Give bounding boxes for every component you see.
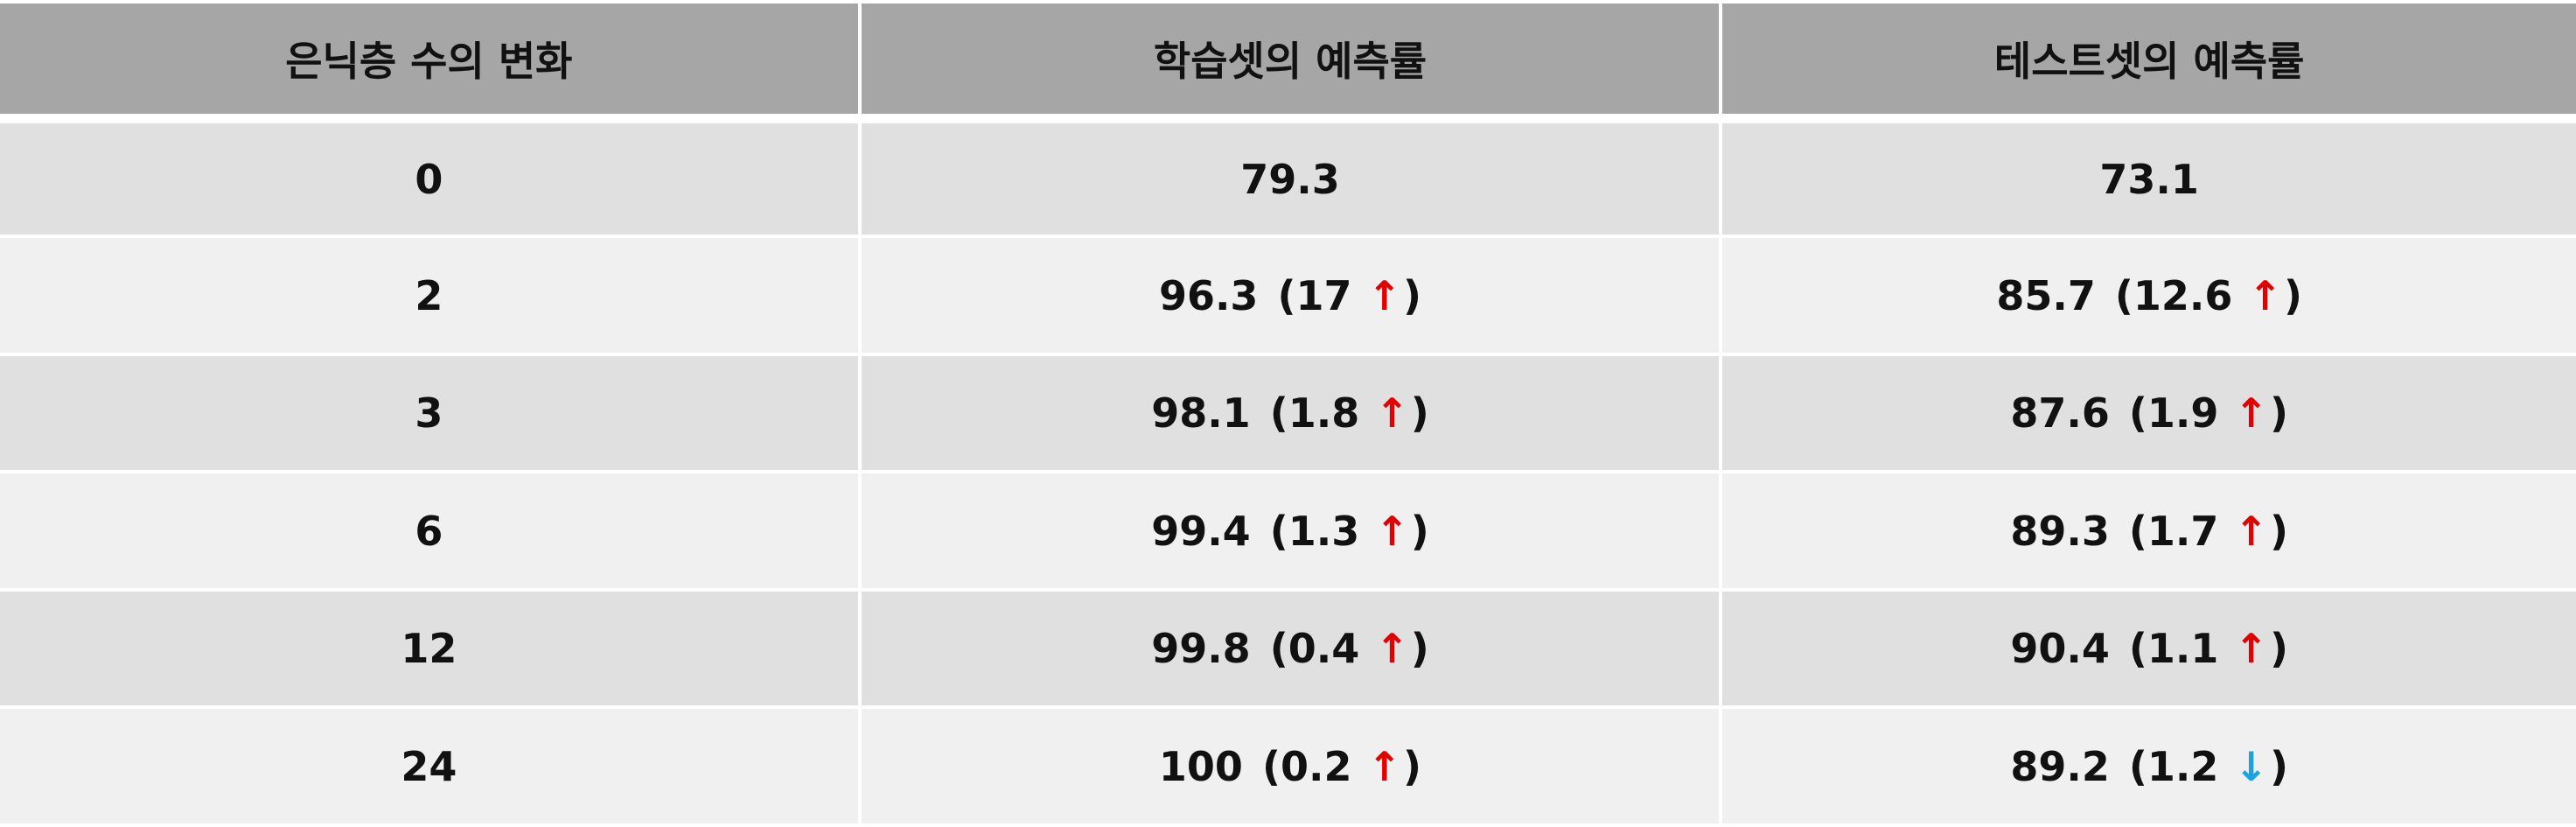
test-cell: 73.1: [1722, 123, 2576, 235]
table-row: 24 100 (0.2 ↑) 89.2 (1.2 ↓): [0, 709, 2576, 823]
train-value: 79.3: [1240, 155, 1340, 203]
test-value: 73.1: [2099, 155, 2199, 203]
layers-value: 12: [401, 625, 457, 672]
up-arrow-icon: ↑: [2234, 625, 2268, 672]
table-row: 2 96.3 (17 ↑) 85.7 (12.6 ↑): [0, 238, 2576, 353]
header-train-accuracy: 학습셋의 예측률: [861, 4, 1720, 114]
train-cell: 98.1 (1.8 ↑): [861, 356, 1720, 470]
train-cell: 99.8 (0.4 ↑): [861, 592, 1720, 705]
up-arrow-icon: ↑: [1375, 389, 1409, 437]
test-value: 89.3: [2010, 507, 2110, 555]
layers-cell: 3: [0, 356, 858, 470]
layers-cell: 2: [0, 238, 858, 353]
layers-cell: 12: [0, 592, 858, 705]
up-arrow-icon: ↑: [1375, 507, 1409, 555]
test-cell: 90.4 (1.1 ↑): [1722, 592, 2576, 705]
train-delta: (17 ↑): [1277, 271, 1422, 319]
test-value: 87.6: [2010, 389, 2110, 437]
up-arrow-icon: ↑: [2234, 507, 2268, 555]
train-cell: 96.3 (17 ↑): [861, 238, 1720, 353]
header-test-accuracy: 테스트셋의 예측률: [1722, 4, 2576, 114]
test-delta: (1.2 ↓): [2128, 742, 2288, 790]
table-row: 6 99.4 (1.3 ↑) 89.3 (1.7 ↑): [0, 473, 2576, 588]
test-delta: (12.6 ↑): [2114, 271, 2302, 319]
test-cell: 87.6 (1.9 ↑): [1722, 356, 2576, 470]
test-cell: 89.3 (1.7 ↑): [1722, 473, 2576, 588]
test-delta: (1.9 ↑): [2128, 389, 2288, 437]
layers-value: 2: [415, 271, 443, 319]
train-value: 96.3: [1158, 271, 1259, 319]
up-arrow-icon: ↑: [1375, 625, 1409, 672]
train-delta: (1.3 ↑): [1269, 507, 1429, 555]
test-value: 90.4: [2010, 625, 2110, 672]
test-cell: 89.2 (1.2 ↓): [1722, 709, 2576, 823]
train-delta: (0.4 ↑): [1269, 625, 1429, 672]
train-cell: 99.4 (1.3 ↑): [861, 473, 1720, 588]
up-arrow-icon: ↑: [2234, 389, 2268, 437]
layers-value: 3: [415, 389, 443, 437]
up-arrow-icon: ↑: [1367, 271, 1402, 319]
train-delta: (0.2 ↑): [1261, 742, 1422, 790]
table-row: 12 99.8 (0.4 ↑) 90.4 (1.1 ↑): [0, 592, 2576, 705]
test-delta: (1.1 ↑): [2128, 625, 2288, 672]
header-hidden-layers: 은닉층 수의 변화: [0, 4, 858, 114]
train-delta: (1.8 ↑): [1269, 389, 1429, 437]
layers-cell: 6: [0, 473, 858, 588]
layers-value: 6: [415, 507, 443, 555]
table-row: 3 98.1 (1.8 ↑) 87.6 (1.9 ↑): [0, 356, 2576, 470]
table-row: 0 79.3 73.1: [0, 123, 2576, 235]
train-value: 99.8: [1151, 625, 1251, 672]
layers-value: 0: [415, 155, 443, 203]
train-value: 99.4: [1151, 507, 1251, 555]
train-cell: 100 (0.2 ↑): [861, 709, 1720, 823]
test-value: 89.2: [2010, 742, 2110, 790]
train-cell: 79.3: [861, 123, 1720, 235]
down-arrow-icon: ↓: [2234, 742, 2268, 790]
up-arrow-icon: ↑: [1367, 742, 1402, 790]
layers-cell: 0: [0, 123, 858, 235]
layers-cell: 24: [0, 709, 858, 823]
up-arrow-icon: ↑: [2248, 271, 2282, 319]
test-value: 85.7: [1996, 271, 2096, 319]
test-delta: (1.7 ↑): [2128, 507, 2288, 555]
table-header-row: 은닉층 수의 변화 학습셋의 예측률 테스트셋의 예측률: [0, 4, 2576, 114]
train-value: 100: [1158, 742, 1243, 790]
test-cell: 85.7 (12.6 ↑): [1722, 238, 2576, 353]
layers-value: 24: [401, 742, 457, 790]
train-value: 98.1: [1151, 389, 1251, 437]
